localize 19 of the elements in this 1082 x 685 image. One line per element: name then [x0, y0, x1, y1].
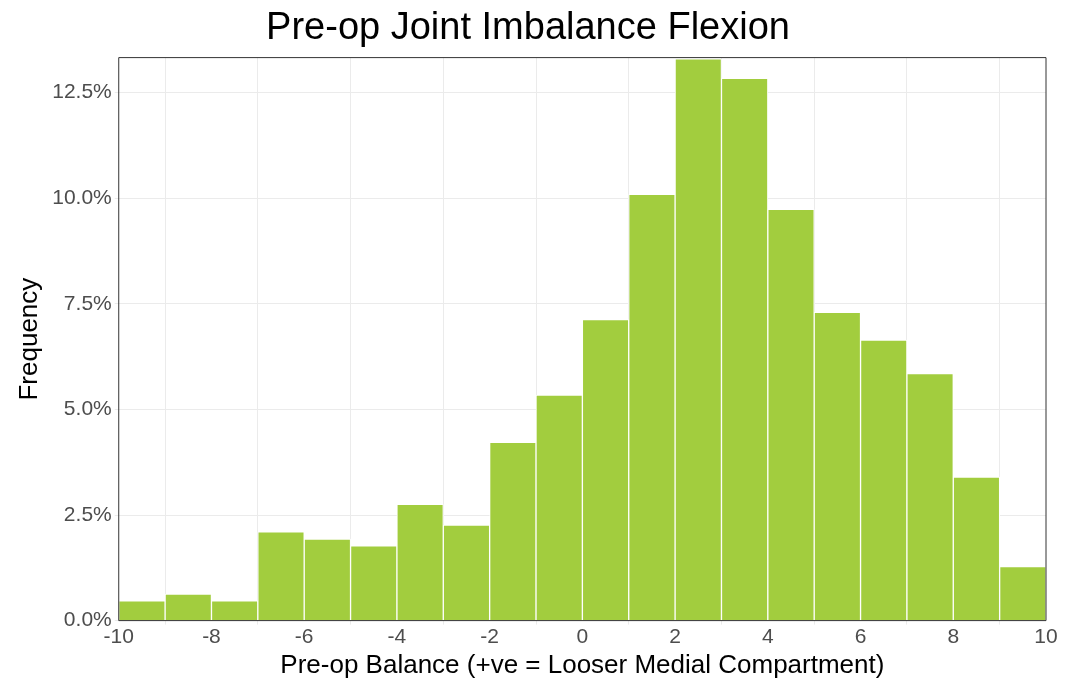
y-tick-label: 2.5% — [63, 501, 112, 525]
y-axis-title: Frequency — [12, 277, 43, 401]
x-tick-label: 4 — [761, 624, 774, 647]
x-tick-label: 8 — [947, 624, 960, 647]
y-tick-label: 12.5% — [52, 79, 112, 103]
y-tick-label: 10.0% — [52, 185, 112, 209]
y-tick-label: 0.0% — [63, 607, 112, 631]
x-tick-label: 0 — [576, 624, 589, 647]
x-tick-label: -6 — [294, 624, 314, 647]
x-tick-label: -4 — [387, 624, 407, 647]
x-axis-title: Pre-op Balance (+ve = Looser Medial Compartment) — [280, 648, 885, 679]
x-tick-label: 2 — [669, 624, 681, 647]
x-tick-label: 6 — [854, 624, 867, 647]
y-tick-label: 5.0% — [63, 396, 112, 420]
x-tick-label: 10 — [1034, 624, 1058, 647]
x-tick-label: -8 — [202, 624, 221, 647]
y-tick-label: 7.5% — [63, 290, 112, 314]
chart-title: Pre-op Joint Imbalance Flexion — [266, 5, 790, 48]
x-tick-label: -2 — [480, 624, 499, 647]
